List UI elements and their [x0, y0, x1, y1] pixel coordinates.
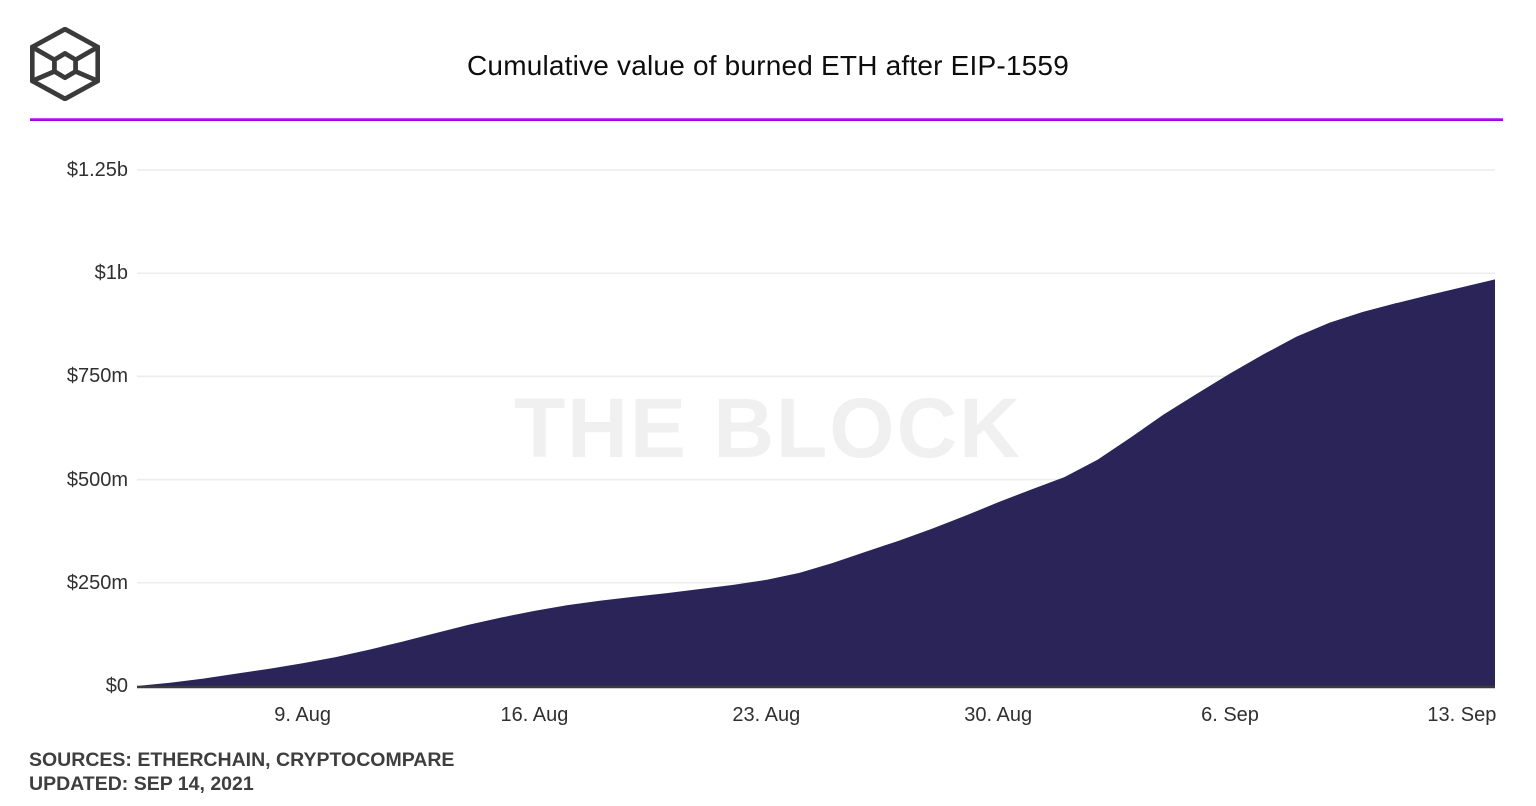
- y-axis-label: $250m: [66, 571, 128, 594]
- x-axis-label: 30. Aug: [964, 704, 1033, 726]
- sources-line: SOURCES: ETHERCHAIN, CRYPTOCOMPARE: [29, 749, 455, 771]
- burned-eth-area-series: [137, 279, 1495, 686]
- watermark: THE BLOCK: [514, 381, 1022, 475]
- updated-line: UPDATED: SEP 14, 2021: [29, 773, 254, 795]
- y-axis-label: $750m: [66, 365, 128, 388]
- chart-title: Cumulative value of burned ETH after EIP…: [467, 50, 1069, 81]
- x-axis-label: 9. Aug: [274, 704, 331, 726]
- brand-divider: [30, 118, 1503, 121]
- x-axis-label: 13. Sep: [1427, 704, 1497, 726]
- y-axis-label: $0: [105, 675, 128, 697]
- logo-connector-sw: [30, 69, 57, 84]
- the-block-logo: [30, 27, 100, 101]
- y-axis-label: $1.25b: [66, 159, 128, 181]
- x-axis-label: 6. Sep: [1201, 704, 1259, 726]
- x-axis-label: 23. Aug: [732, 704, 801, 726]
- logo-connector-se: [73, 69, 100, 84]
- x-axis-label: 16. Aug: [500, 704, 569, 726]
- y-axis-label: $500m: [66, 468, 128, 491]
- y-axis-label: $1b: [94, 262, 128, 285]
- logo-connector-ne: [73, 44, 100, 63]
- logo-connector-nw: [30, 44, 57, 63]
